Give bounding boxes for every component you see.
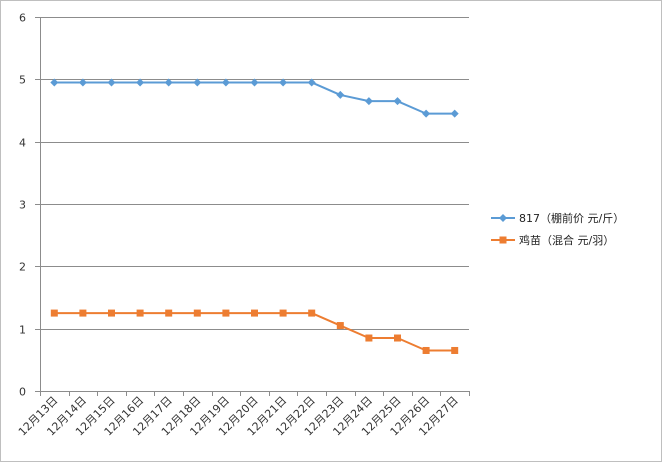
data-point: [50, 78, 59, 87]
data-point: [107, 78, 116, 87]
series-layer: [50, 78, 459, 354]
data-point: [279, 309, 287, 317]
data-point: [422, 109, 431, 118]
y-tick-label: 4: [19, 137, 26, 150]
series-1: [50, 78, 459, 118]
y-tick-label: 0: [19, 386, 26, 399]
data-point: [450, 109, 459, 118]
data-point: [193, 309, 201, 317]
legend-item: 鸡苗（混合 元/羽）: [491, 233, 614, 247]
data-point: [451, 346, 459, 354]
series-line: [54, 81, 455, 115]
y-tick-label: 6: [19, 12, 26, 25]
data-point: [336, 90, 345, 99]
data-point: [136, 78, 145, 87]
legend-marker: [499, 214, 507, 222]
data-point: [165, 309, 173, 317]
data-point: [394, 334, 401, 342]
series-2: [50, 309, 459, 354]
legend-item: 817（棚前价 元/斤）: [491, 211, 624, 225]
data-point: [308, 309, 316, 317]
x-axis-tick-labels: 12月13日12月14日12月15日12月16日12月17日12月18日12月1…: [16, 394, 461, 439]
data-point: [365, 334, 373, 342]
legend-label: 鸡苗（混合 元/羽）: [519, 233, 614, 247]
legend: 817（棚前价 元/斤） 鸡苗（混合 元/羽）: [491, 211, 624, 247]
data-point: [136, 309, 144, 317]
data-point: [364, 97, 373, 106]
legend-marker: [499, 236, 507, 244]
y-axis-tick-labels: 0 1 2 3 4 5 6: [19, 12, 26, 399]
data-point: [422, 346, 430, 354]
data-point: [307, 78, 316, 87]
y-tick-label: 3: [19, 199, 26, 212]
data-point: [221, 78, 230, 87]
axes: [35, 17, 470, 396]
data-point: [50, 309, 58, 317]
data-point: [393, 97, 402, 106]
data-point: [279, 78, 288, 87]
data-point: [78, 78, 87, 87]
data-point: [250, 78, 259, 87]
data-point: [251, 309, 258, 317]
data-point: [222, 309, 230, 317]
data-point: [108, 309, 115, 317]
data-point: [164, 78, 173, 87]
gridlines: [40, 17, 469, 330]
legend-label: 817（棚前价 元/斤）: [519, 211, 624, 225]
series-line: [54, 312, 455, 352]
data-point: [336, 322, 344, 330]
y-tick-label: 5: [19, 74, 26, 87]
y-tick-label: 1: [19, 324, 26, 337]
data-point: [79, 309, 87, 317]
data-point: [193, 78, 202, 87]
y-tick-label: 2: [19, 261, 26, 274]
